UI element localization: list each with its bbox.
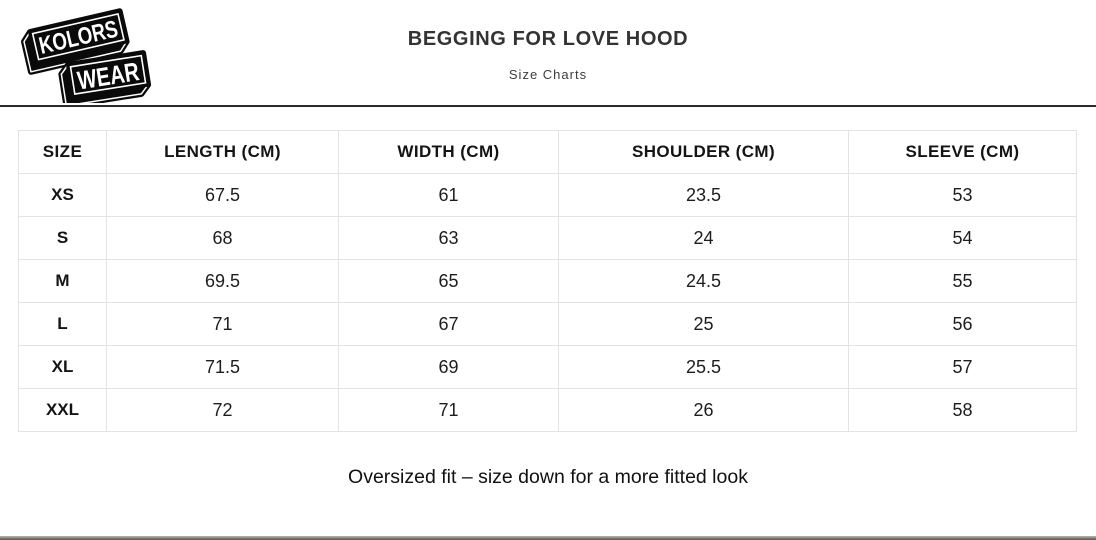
size-chart: SIZE LENGTH (CM) WIDTH (CM) SHOULDER (CM) SL… (18, 130, 1077, 432)
page-header: KOLORS WEAR BEGGING FOR LOVE HOOD Size C… (0, 0, 1096, 107)
size-label-cell: L (18, 302, 107, 346)
size-label-cell: XS (18, 173, 107, 217)
measurement-cell: 72 (106, 388, 339, 432)
measurement-cell: 63 (338, 216, 559, 260)
measurement-cell: 71.5 (106, 345, 339, 389)
page-title: BEGGING FOR LOVE HOOD (407, 28, 689, 50)
fit-note: Oversized fit – size down for a more fit… (348, 466, 748, 488)
page-subtitle: Size Charts (508, 67, 588, 82)
measurement-cell: 67 (338, 302, 559, 346)
measurement-cell: 55 (848, 259, 1077, 303)
table-row: L 71 67 25 56 (18, 302, 1077, 346)
measurement-cell: 23.5 (558, 173, 849, 217)
measurement-cell: 58 (848, 388, 1077, 432)
table-row: S 68 63 24 54 (18, 216, 1077, 260)
size-label-cell: XL (18, 345, 107, 389)
size-chart-header-row: SIZE LENGTH (CM) WIDTH (CM) SHOULDER (CM) SL… (18, 130, 1077, 174)
column-header: SIZE (18, 130, 107, 174)
measurement-cell: 69.5 (106, 259, 339, 303)
column-header: SHOULDER (CM) (558, 130, 849, 174)
kolors-wear-logo: KOLORS WEAR (21, 8, 152, 103)
measurement-cell: 61 (338, 173, 559, 217)
measurement-cell: 25 (558, 302, 849, 346)
column-header: LENGTH (CM) (106, 130, 339, 174)
measurement-cell: 26 (558, 388, 849, 432)
column-header: WIDTH (CM) (338, 130, 559, 174)
size-label-cell: M (18, 259, 107, 303)
measurement-cell: 25.5 (558, 345, 849, 389)
measurement-cell: 71 (106, 302, 339, 346)
table-row: XL 71.5 69 25.5 57 (18, 345, 1077, 389)
column-header: SLEEVE (CM) (848, 130, 1077, 174)
table-row: SIZE LENGTH (CM) WIDTH (CM) SHOULDER (CM) SL… (18, 130, 1077, 174)
measurement-cell: 54 (848, 216, 1077, 260)
table-row: M 69.5 65 24.5 55 (18, 259, 1077, 303)
table-row: XS 67.5 61 23.5 53 (18, 173, 1077, 217)
bottom-edge-divider (0, 536, 1096, 540)
measurement-cell: 68 (106, 216, 339, 260)
measurement-cell: 57 (848, 345, 1077, 389)
size-chart-table: SIZE LENGTH (CM) WIDTH (CM) SHOULDER (CM) SL… (18, 130, 1077, 432)
measurement-cell: 67.5 (106, 173, 339, 217)
measurement-cell: 56 (848, 302, 1077, 346)
size-chart-body: XS 67.5 61 23.5 53 S 68 63 24 54 M 69.5 65 24.5 55 L 71 6… (18, 173, 1077, 432)
size-label-cell: XXL (18, 388, 107, 432)
table-row: XXL 72 71 26 58 (18, 388, 1077, 432)
measurement-cell: 24.5 (558, 259, 849, 303)
measurement-cell: 53 (848, 173, 1077, 217)
size-label-cell: S (18, 216, 107, 260)
measurement-cell: 71 (338, 388, 559, 432)
measurement-cell: 69 (338, 345, 559, 389)
measurement-cell: 65 (338, 259, 559, 303)
measurement-cell: 24 (558, 216, 849, 260)
